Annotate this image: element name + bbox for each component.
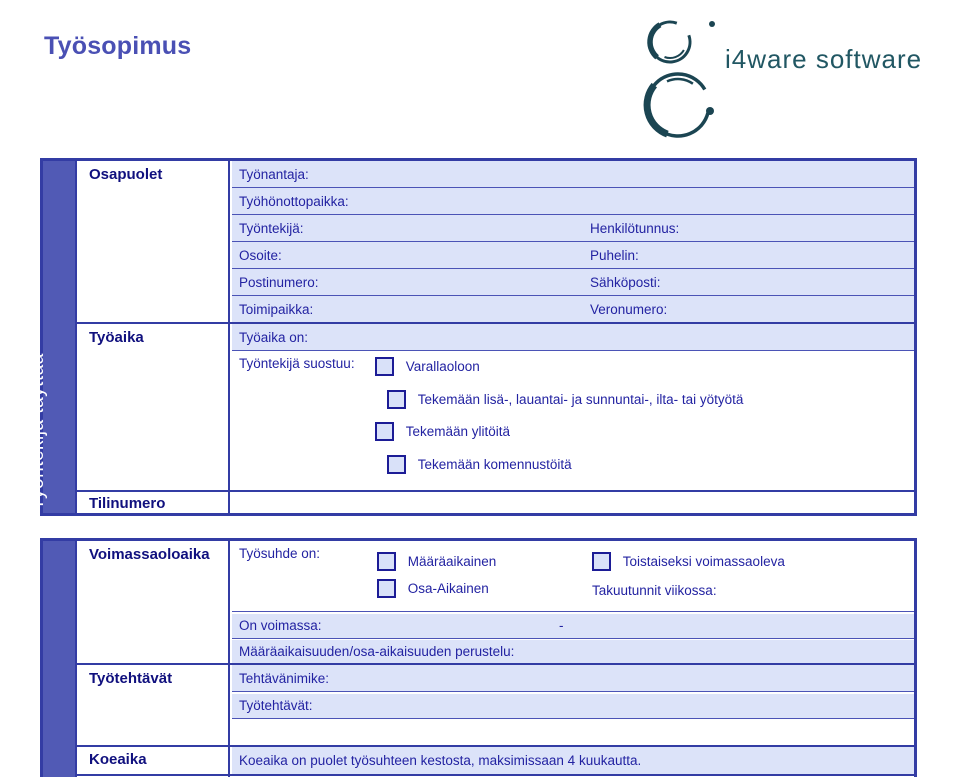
section-title-tilinumero: Tilinumero (77, 492, 230, 513)
i4ware-logo-icon (643, 20, 715, 138)
option-osa-aikainen: Osa-Aikainen (377, 579, 489, 598)
section-koeaika: Koeaika Koeaika on puolet työsuhteen kes… (77, 745, 914, 774)
checkbox-label: Varallaoloon (405, 359, 480, 374)
consent-label: Työntekijä suostuu: (239, 356, 355, 371)
field-perustelu[interactable]: Määräaikaisuuden/osa-aikaisuuden peruste… (232, 640, 914, 663)
field-on-voimassa[interactable]: On voimassa: - (232, 613, 914, 639)
section-tyotehtavat: Työtehtävät Tehtävänimike: Työtehtävät: (77, 663, 914, 745)
checkbox-ylityo[interactable] (375, 422, 394, 441)
sidebar-vertical-label: Työntekijä täyttää (27, 353, 48, 510)
checkbox-komennustyo[interactable] (387, 455, 406, 474)
checkbox-osa-aikainen[interactable] (377, 579, 396, 598)
employer-section-table: Voimassaoloaika Työsuhde on: Määräaikain… (40, 538, 917, 777)
checkbox-label: Osa-Aikainen (407, 581, 489, 596)
checkbox-varallaoloon[interactable] (375, 357, 394, 376)
page-title: Työsopimus (44, 32, 192, 60)
field-label: Työhönottopaikka: (239, 193, 349, 209)
section-title-voimassaoloaika: Voimassaoloaika (77, 541, 230, 663)
employee-fills-sidebar: Työntekijä täyttää (27, 161, 77, 513)
section-tilinumero: Tilinumero (77, 490, 914, 513)
date-range-dash: - (559, 618, 564, 633)
checkbox-label: Määräaikainen (407, 554, 497, 569)
field-tyotehtavat[interactable]: Työtehtävät: (232, 693, 914, 719)
consent-area: Työntekijä suostuu: Varallaoloon Tekemää… (232, 351, 914, 490)
field-tyotehtavat-extra[interactable] (232, 720, 914, 745)
option-toistaiseksi: Toistaiseksi voimassaoleva (592, 552, 785, 571)
field-label: Osoite: (239, 247, 282, 263)
field-tilinumero[interactable] (232, 492, 914, 513)
field-postinumero-sahkoposti[interactable]: Postinumero: Sähköposti: (232, 269, 914, 296)
checkbox-lisatyo[interactable] (387, 390, 406, 409)
field-label: Työntekijä: (239, 220, 304, 236)
field-label-right: Sähköposti: (590, 274, 661, 290)
field-tyoaika-on[interactable]: Työaika on: (232, 324, 914, 351)
field-label: On voimassa: (239, 618, 322, 633)
field-tyontekija-henkilotunnus[interactable]: Työntekijä: Henkilötunnus: (232, 215, 914, 242)
tyosuhde-type-area: Työsuhde on: Määräaikainen Osa-Aikainen … (232, 541, 914, 612)
field-label: Koeaika on puolet työsuhteen kestosta, m… (239, 753, 642, 768)
field-label-right: Puhelin: (590, 247, 639, 263)
checkbox-maaraaikainen[interactable] (377, 552, 396, 571)
section-title-osapuolet: Osapuolet (77, 161, 230, 322)
section-title-tyoaika: Työaika (77, 324, 230, 490)
option-maaraaikainen: Määräaikainen (377, 552, 496, 571)
checkbox-label: Tekemään lisä-, lauantai- ja sunnuntai-,… (417, 392, 744, 407)
tyosuhde-on-label: Työsuhde on: (239, 546, 321, 561)
field-label: Tehtävänimike: (239, 670, 330, 686)
field-toimipaikka-veronumero[interactable]: Toimipaikka: Veronumero: (232, 296, 914, 322)
field-label: Työnantaja: (239, 166, 309, 182)
employee-section-table: Työntekijä täyttää Osapuolet Työnantaja:… (27, 158, 917, 516)
field-tyohonottopaikka[interactable]: Työhönottopaikka: (232, 188, 914, 215)
field-tyonantaja[interactable]: Työnantaja: (232, 161, 914, 188)
field-label: Toimipaikka: (239, 301, 314, 317)
checkbox-label: Toistaiseksi voimassaoleva (622, 554, 785, 569)
checkbox-toistaiseksi[interactable] (592, 552, 611, 571)
option-lisatyo: Tekemään lisä-, lauantai- ja sunnuntai-,… (387, 390, 743, 409)
option-komennustyo: Tekemään komennustöitä (387, 455, 572, 474)
field-koeaika-note[interactable]: Koeaika on puolet työsuhteen kestosta, m… (232, 747, 914, 774)
checkbox-label: Tekemään ylitöitä (405, 424, 511, 439)
takuutunnit-label: Takuutunnit viikossa: (592, 583, 717, 598)
brand-name: i4ware software (725, 44, 923, 74)
option-varallaoloon: Varallaoloon (375, 357, 480, 376)
section-osapuolet: Osapuolet Työnantaja: Työhönottopaikka: … (77, 161, 914, 322)
section-voimassaoloaika: Voimassaoloaika Työsuhde on: Määräaikain… (77, 541, 914, 663)
employer-fills-sidebar (43, 541, 77, 777)
field-label: Määräaikaisuuden/osa-aikaisuuden peruste… (239, 644, 515, 659)
field-label: Työtehtävät: (239, 698, 313, 713)
option-ylityo: Tekemään ylitöitä (375, 422, 510, 441)
field-osoite-puhelin[interactable]: Osoite: Puhelin: (232, 242, 914, 269)
field-label-right: Henkilötunnus: (590, 220, 680, 236)
section-title-koeaika: Koeaika (77, 747, 230, 774)
section-tyoaika: Työaika Työaika on: Työntekijä suostuu: … (77, 322, 914, 490)
checkbox-label: Tekemään komennustöitä (417, 457, 572, 472)
field-tehtavanimike[interactable]: Tehtävänimike: (232, 665, 914, 692)
field-label-right: Veronumero: (590, 301, 668, 317)
section-title-tyotehtavat: Työtehtävät (77, 665, 230, 745)
field-label: Postinumero: (239, 274, 319, 290)
field-label: Työaika on: (239, 329, 309, 345)
